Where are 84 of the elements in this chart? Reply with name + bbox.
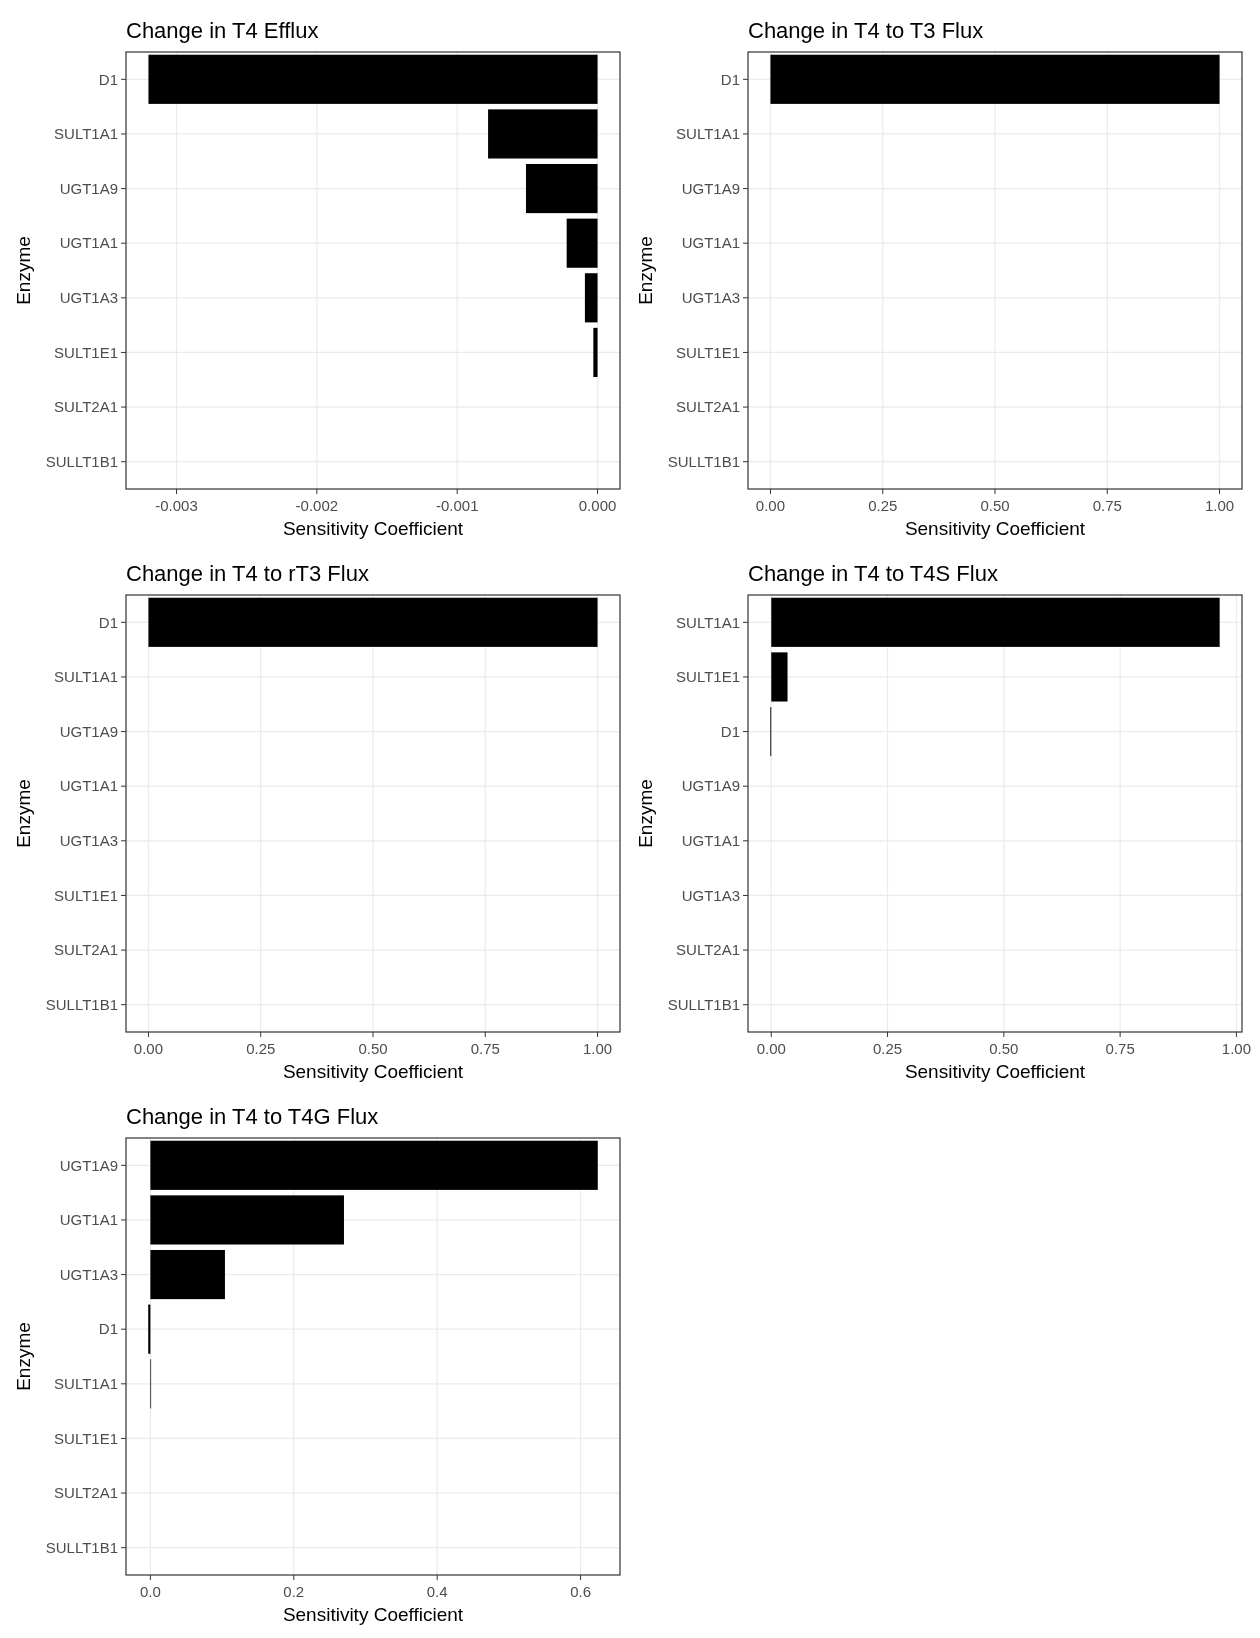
y-tick-label: UGT1A3 [59, 289, 118, 307]
x-tick-label: 0.50 [989, 1040, 1019, 1057]
y-tick-label: SULLT1B1 [667, 995, 740, 1013]
x-axis-title: Sensitivity Coefficient [282, 518, 464, 539]
x-tick-label: 0.00 [756, 1040, 786, 1057]
y-tick-label: SULT1E1 [676, 668, 740, 686]
y-tick-label: UGT1A1 [59, 1211, 118, 1229]
y-axis-title: Enzyme [635, 779, 656, 848]
x-tick-label: 1.00 [582, 1040, 613, 1057]
y-tick-label: UGT1A3 [681, 886, 740, 904]
y-tick-label: UGT1A3 [59, 832, 118, 850]
y-tick-label: SULLT1B1 [45, 995, 118, 1013]
x-tick-label: 0.2 [283, 1583, 305, 1600]
chart-title: Change in T4 to T4S Flux [748, 561, 998, 586]
x-axis-title: Sensitivity Coefficient [904, 1061, 1086, 1082]
y-tick-label: SULT2A1 [676, 398, 740, 416]
y-tick-label: UGT1A1 [681, 832, 740, 850]
x-tick-label: 0.75 [1105, 1040, 1135, 1057]
x-axis-title: Sensitivity Coefficient [282, 1604, 464, 1625]
y-tick-label: D1 [98, 613, 118, 631]
y-tick-label: SULT2A1 [676, 941, 740, 959]
y-axis-title: Enzyme [635, 236, 656, 305]
x-tick-label: 0.00 [755, 497, 786, 514]
y-tick-label: UGT1A1 [681, 234, 740, 252]
y-axis-title: Enzyme [13, 1322, 34, 1391]
x-axis-title: Sensitivity Coefficient [282, 1061, 464, 1082]
y-tick-label: UGT1A9 [59, 722, 118, 740]
y-tick-label: SULT1A1 [54, 1375, 118, 1393]
bar [150, 1249, 225, 1300]
y-tick-label: SULT2A1 [54, 941, 118, 959]
y-tick-label: SULT2A1 [54, 398, 118, 416]
y-tick-label: SULT1E1 [54, 343, 118, 361]
bar [771, 652, 788, 702]
x-tick-label: 1.00 [1221, 1040, 1252, 1057]
x-tick-label: 0.50 [358, 1040, 388, 1057]
y-tick-label: SULLT1B1 [45, 452, 118, 470]
y-tick-label: UGT1A9 [681, 179, 740, 197]
x-tick-label: 0.25 [872, 1040, 903, 1057]
x-tick-label: 0.000 [578, 497, 617, 514]
x-tick-label: 0.00 [133, 1040, 164, 1057]
chart-title: Change in T4 Efflux [126, 18, 319, 43]
y-tick-label: SULT1A1 [676, 613, 740, 631]
x-tick-label: 0.75 [1092, 497, 1122, 514]
chart-title: Change in T4 to T4G Flux [126, 1104, 379, 1129]
chart-title: Change in T4 to rT3 Flux [126, 561, 369, 586]
y-tick-label: UGT1A9 [59, 1156, 118, 1174]
bar [148, 1304, 151, 1354]
x-tick-label: 0.75 [470, 1040, 500, 1057]
x-tick-label: 0.25 [246, 1040, 276, 1057]
x-tick-label: -0.002 [295, 497, 339, 514]
bar [150, 1195, 344, 1245]
x-axis-title: Sensitivity Coefficient [904, 518, 1086, 539]
y-tick-label: SULT1E1 [676, 343, 740, 361]
y-tick-label: D1 [98, 1320, 118, 1338]
y-tick-label: UGT1A9 [59, 179, 118, 197]
y-tick-label: D1 [720, 722, 740, 740]
bar [150, 1140, 598, 1190]
y-axis-title: Enzyme [13, 236, 34, 305]
y-tick-label: UGT1A1 [59, 234, 118, 252]
x-tick-label: 0.25 [868, 497, 898, 514]
y-tick-label: SULT1E1 [54, 1429, 118, 1447]
chart-title: Change in T4 to T3 Flux [748, 18, 984, 43]
y-tick-label: SULT1A1 [54, 668, 118, 686]
x-tick-label: 0.0 [139, 1583, 161, 1600]
x-tick-label: 1.00 [1204, 497, 1235, 514]
y-tick-label: SULT1A1 [54, 125, 118, 143]
x-tick-label: 0.4 [426, 1583, 448, 1600]
x-tick-label: -0.003 [155, 497, 198, 514]
bar [771, 597, 1220, 647]
y-tick-label: UGT1A1 [59, 777, 118, 795]
x-tick-label: 0.50 [980, 497, 1010, 514]
y-tick-label: SULT1E1 [54, 886, 118, 904]
y-tick-label: D1 [98, 70, 118, 88]
y-tick-label: SULLT1B1 [45, 1538, 118, 1556]
y-tick-label: D1 [720, 70, 740, 88]
y-tick-label: SULLT1B1 [667, 452, 740, 470]
y-tick-label: UGT1A3 [681, 289, 740, 307]
y-axis-title: Enzyme [13, 779, 34, 848]
x-tick-label: -0.001 [435, 497, 479, 514]
y-tick-label: UGT1A9 [681, 777, 740, 795]
x-tick-label: 0.6 [570, 1583, 591, 1600]
y-tick-label: SULT1A1 [676, 125, 740, 143]
y-tick-label: UGT1A3 [59, 1265, 118, 1283]
y-tick-label: SULT2A1 [54, 1484, 118, 1502]
